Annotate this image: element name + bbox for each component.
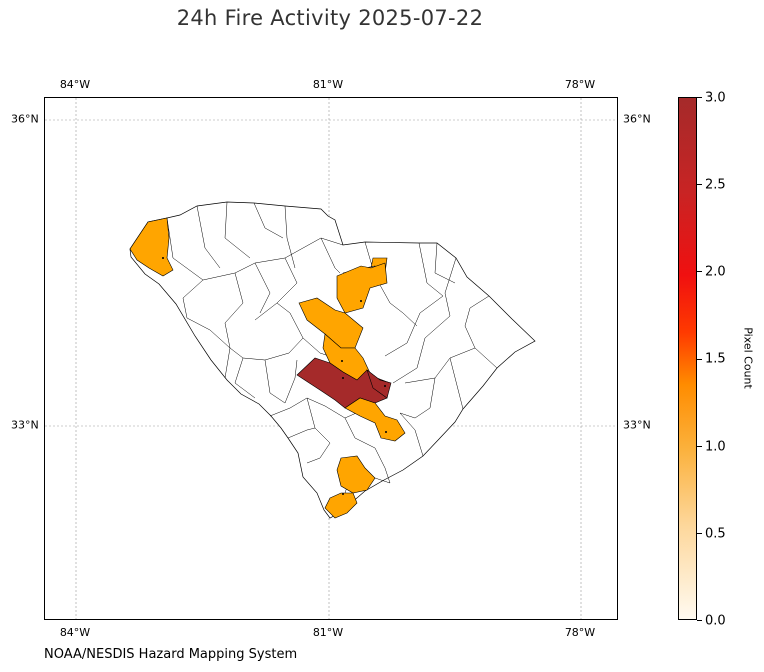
colorbar-tick-mark bbox=[697, 359, 702, 360]
county-line bbox=[287, 427, 316, 439]
fire-points bbox=[162, 257, 387, 495]
colorbar-label: Pixel Count bbox=[741, 327, 755, 389]
colorbar-tick-2.0: 2.0 bbox=[705, 264, 726, 280]
county-line bbox=[320, 237, 341, 274]
lon-tick-bottom-81w: 81°W bbox=[312, 626, 344, 639]
colorbar-tick-mark bbox=[697, 271, 702, 272]
fire-counties bbox=[129, 217, 406, 519]
lon-tick-top-78w: 78°W bbox=[564, 78, 596, 91]
colorbar-tick-2.5: 2.5 bbox=[705, 177, 726, 193]
county-line bbox=[399, 377, 436, 419]
county-calhoun[interactable] bbox=[366, 369, 392, 399]
lat-tick-right-33n: 33°N bbox=[623, 418, 651, 432]
county-line bbox=[344, 417, 386, 469]
county-line bbox=[434, 242, 456, 284]
county-oconee[interactable] bbox=[129, 217, 174, 277]
colorbar-tick-3.0: 3.0 bbox=[705, 90, 726, 106]
fire-point bbox=[342, 377, 344, 379]
colorbar-tick-mark bbox=[697, 533, 702, 534]
county-dorchester[interactable] bbox=[344, 397, 406, 442]
lon-tick-top-84w: 84°W bbox=[59, 78, 91, 91]
county-line bbox=[418, 242, 444, 297]
county-jasper[interactable] bbox=[336, 455, 376, 494]
lat-tick-left-36n: 36°N bbox=[11, 112, 39, 126]
county-line bbox=[254, 257, 298, 321]
lat-tick-right-36n: 36°N bbox=[623, 112, 651, 126]
county-line bbox=[253, 202, 284, 239]
lat-tick-left-33n: 33°N bbox=[11, 418, 39, 432]
colorbar bbox=[678, 97, 697, 620]
county-line bbox=[224, 347, 231, 379]
county-line bbox=[264, 359, 286, 404]
fire-point bbox=[360, 300, 362, 302]
county-line bbox=[392, 315, 451, 384]
county-line bbox=[224, 272, 244, 349]
county-line bbox=[284, 205, 296, 269]
colorbar-tick-1.5: 1.5 bbox=[705, 351, 726, 367]
county-line bbox=[374, 467, 391, 484]
colorbar-tick-mark bbox=[697, 620, 702, 621]
county-line bbox=[234, 357, 256, 399]
fire-point bbox=[342, 493, 344, 495]
map-canvas bbox=[45, 98, 617, 619]
county-line bbox=[196, 205, 221, 269]
map-title: 24h Fire Activity 2025-07-22 bbox=[176, 6, 484, 30]
county-line bbox=[306, 442, 331, 464]
colorbar-tick-mark bbox=[697, 97, 702, 98]
map-plot-area[interactable] bbox=[44, 97, 618, 620]
county-line bbox=[404, 347, 476, 384]
lon-tick-top-81w: 81°W bbox=[312, 78, 344, 91]
county-newberry[interactable] bbox=[298, 297, 364, 349]
county-line bbox=[384, 295, 444, 357]
colorbar-tick-0.5: 0.5 bbox=[705, 526, 726, 542]
county-line bbox=[284, 359, 298, 404]
county-line bbox=[166, 217, 344, 281]
county-line bbox=[449, 357, 464, 410]
fire-point bbox=[384, 385, 386, 387]
county-line bbox=[464, 295, 490, 327]
colorbar-tick-0.0: 0.0 bbox=[705, 613, 726, 629]
county-line bbox=[444, 257, 457, 317]
county-line bbox=[276, 302, 336, 359]
colorbar-tick-1.0: 1.0 bbox=[705, 439, 726, 455]
county-line bbox=[399, 412, 424, 457]
county-line bbox=[209, 329, 304, 361]
fire-point bbox=[162, 257, 164, 259]
fire-point bbox=[385, 431, 387, 433]
county-line bbox=[224, 201, 251, 259]
data-credit: NOAA/NESDIS Hazard Mapping System bbox=[44, 647, 298, 662]
fire-point bbox=[341, 360, 343, 362]
colorbar-tick-mark bbox=[697, 184, 702, 185]
lon-tick-bottom-78w: 78°W bbox=[564, 626, 596, 639]
colorbar-tick-mark bbox=[697, 446, 702, 447]
lon-tick-bottom-84w: 84°W bbox=[59, 626, 91, 639]
county-line bbox=[254, 262, 271, 314]
county-chester-main[interactable] bbox=[336, 262, 388, 314]
county-line bbox=[182, 279, 211, 331]
